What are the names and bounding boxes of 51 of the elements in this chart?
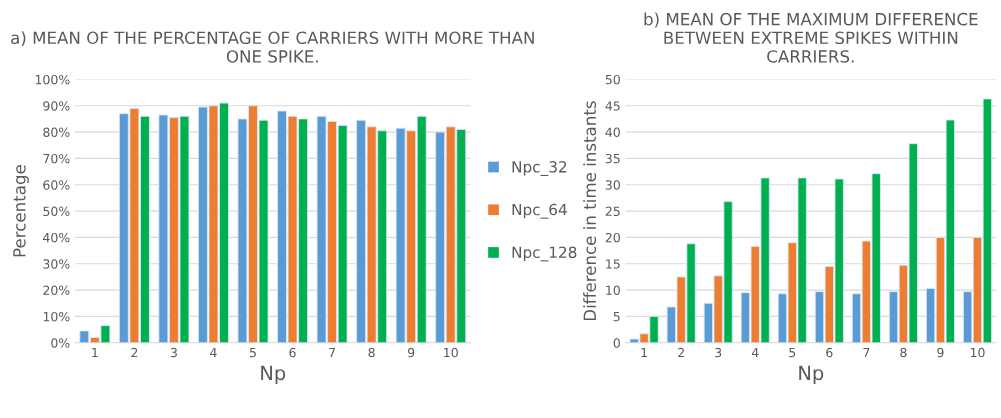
x-tick-label: 7 <box>329 348 335 358</box>
x-tick-label: 4 <box>751 348 759 358</box>
x-axis-title: Np <box>261 365 286 385</box>
x-tick-label: 9 <box>937 347 944 358</box>
x-tick-label: 3 <box>170 347 177 358</box>
legend-label: Npc_128 <box>512 246 577 262</box>
x-tick-label: 5 <box>249 348 256 358</box>
x-tick-label: 8 <box>368 347 375 358</box>
y-tick-label: 10 <box>606 285 620 296</box>
x-tick-label: 2 <box>131 347 138 358</box>
x-tick-label: 10 <box>444 347 458 358</box>
chart-title: a) MEAN OF THE PERCENTAGE OF CARRIERS WITH MORE THAN ONE SPIKE. <box>11 31 534 63</box>
chart-title: b) MEAN OF THE MAXIMUM DIFFERENCE BETWEEN EXTREME SPIKES WITHIN CARRIERS. <box>644 12 978 63</box>
x-tick-label: 1 <box>641 348 647 358</box>
y-tick-label: 20 <box>605 232 620 243</box>
x-tick-label: 2 <box>678 347 684 358</box>
y-tick-label: 50% <box>43 206 70 217</box>
x-tick-label: 6 <box>289 347 296 358</box>
x-tick-label: 8 <box>900 347 907 358</box>
y-tick-label: 20% <box>43 285 70 296</box>
x-tick-label: 3 <box>715 347 722 358</box>
y-axis-title: Percentage <box>13 165 29 257</box>
legend-label: Npc_32 <box>512 161 567 176</box>
y-tick-label: 45 <box>605 101 620 111</box>
y-tick-label: 60% <box>43 180 70 190</box>
y-tick-label: 80% <box>43 127 70 138</box>
y-tick-label: 30% <box>43 259 70 269</box>
x-axis-title: Np <box>799 365 824 385</box>
y-tick-label: 70% <box>43 153 70 164</box>
y-axis-title: Difference in time instants <box>583 101 597 321</box>
legend-label: Npc_64 <box>512 203 567 219</box>
y-tick-label: 40% <box>43 232 70 243</box>
y-tick-label: 40 <box>605 127 620 138</box>
y-tick-label: 90% <box>43 101 70 111</box>
y-tick-label: 10% <box>43 311 70 322</box>
y-tick-label: 5 <box>613 312 620 322</box>
x-tick-label: 1 <box>92 348 98 358</box>
x-tick-label: 10 <box>970 347 985 358</box>
x-tick-label: 7 <box>863 348 870 358</box>
y-tick-label: 30 <box>605 180 620 190</box>
x-tick-label: 9 <box>407 347 415 358</box>
y-tick-label: 0% <box>51 338 70 348</box>
y-tick-label: 100% <box>35 74 70 85</box>
y-tick-label: 15 <box>606 259 620 269</box>
y-tick-label: 35 <box>605 153 620 164</box>
y-tick-label: 25 <box>605 206 620 217</box>
y-tick-label: 0 <box>613 338 620 348</box>
x-tick-label: 5 <box>789 348 796 358</box>
x-tick-label: 4 <box>210 348 217 358</box>
x-tick-label: 6 <box>826 347 833 358</box>
y-tick-label: 50 <box>605 74 620 85</box>
